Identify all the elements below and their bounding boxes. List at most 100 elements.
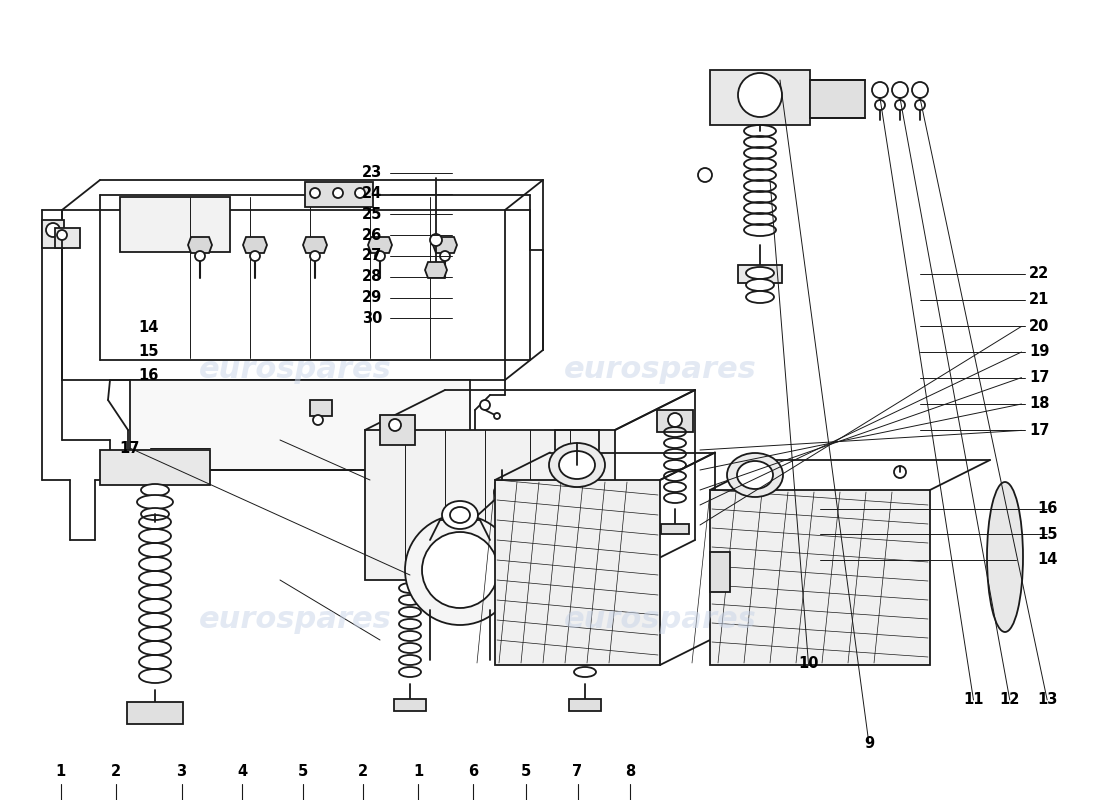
Bar [710,552,730,592]
Ellipse shape [405,515,515,625]
Text: 9: 9 [864,737,874,751]
Ellipse shape [874,100,886,110]
Ellipse shape [915,100,925,110]
Ellipse shape [549,443,605,487]
Text: 14: 14 [139,321,158,335]
Ellipse shape [46,223,60,237]
Ellipse shape [375,251,385,261]
Ellipse shape [912,82,928,98]
Text: 11: 11 [964,693,983,707]
Ellipse shape [422,532,498,608]
Text: 15: 15 [139,345,158,359]
Ellipse shape [450,507,470,523]
Text: 25: 25 [362,207,382,222]
Text: 10: 10 [799,657,818,671]
Text: eurospares: eurospares [563,606,757,634]
Bar [100,450,210,485]
Bar [710,490,930,665]
Ellipse shape [746,279,774,291]
Text: 28: 28 [362,270,382,284]
Text: 16: 16 [1037,502,1057,516]
Ellipse shape [746,291,774,303]
Polygon shape [433,237,456,253]
Ellipse shape [892,82,907,98]
Bar [569,699,601,711]
Bar [55,228,80,248]
Ellipse shape [310,188,320,198]
Ellipse shape [746,267,774,279]
Text: 1: 1 [412,765,424,779]
Bar [42,220,64,248]
Text: 26: 26 [362,228,382,242]
Bar [657,410,693,432]
Bar [495,480,660,665]
Text: eurospares: eurospares [199,355,392,385]
Text: 22: 22 [1030,266,1049,281]
Bar [379,415,415,445]
Ellipse shape [494,413,501,419]
Polygon shape [243,237,267,253]
Text: 12: 12 [1000,693,1020,707]
Ellipse shape [57,230,67,240]
Ellipse shape [698,168,712,182]
Text: 3: 3 [176,765,187,779]
Bar [310,400,332,416]
Text: 2: 2 [110,765,121,779]
Ellipse shape [442,501,478,529]
Polygon shape [368,237,392,253]
Ellipse shape [895,100,905,110]
Bar [738,265,782,283]
Text: 1: 1 [55,765,66,779]
Text: eurospares: eurospares [563,355,757,385]
Ellipse shape [494,484,510,500]
Ellipse shape [668,413,682,427]
Ellipse shape [430,234,442,246]
Text: 21: 21 [1030,293,1049,307]
Text: 5: 5 [520,765,531,779]
Ellipse shape [355,188,365,198]
Text: 24: 24 [362,186,382,201]
Text: 4: 4 [236,765,248,779]
Ellipse shape [738,73,782,117]
Text: 18: 18 [1030,397,1049,411]
Ellipse shape [894,466,906,478]
Ellipse shape [389,419,402,431]
Ellipse shape [727,453,783,497]
Ellipse shape [195,251,205,261]
Ellipse shape [333,188,343,198]
Text: 23: 23 [362,166,382,180]
Text: 17: 17 [1030,423,1049,438]
Text: 16: 16 [139,369,158,383]
Text: 7: 7 [572,765,583,779]
Text: 17: 17 [120,441,140,455]
Text: 27: 27 [362,249,382,263]
Bar [810,80,865,118]
Text: 30: 30 [362,311,382,326]
Ellipse shape [141,484,169,496]
Ellipse shape [138,495,173,509]
Ellipse shape [872,82,888,98]
Ellipse shape [480,400,490,410]
Bar [126,702,183,724]
Text: 2: 2 [358,765,368,779]
Bar [710,70,810,125]
Polygon shape [188,237,212,253]
Text: 5: 5 [297,765,308,779]
Bar [305,182,373,207]
Bar [394,699,426,711]
Polygon shape [302,237,327,253]
Ellipse shape [440,251,450,261]
Ellipse shape [250,251,260,261]
Text: 15: 15 [1037,527,1057,542]
Ellipse shape [559,451,595,479]
Text: 19: 19 [1030,345,1049,359]
Text: 20: 20 [1030,319,1049,334]
Ellipse shape [310,251,320,261]
Bar [120,197,230,252]
Ellipse shape [314,415,323,425]
Text: 17: 17 [1030,370,1049,385]
Ellipse shape [737,461,773,489]
Text: 6: 6 [468,765,478,779]
Text: 14: 14 [1037,553,1057,567]
Text: eurospares: eurospares [199,606,392,634]
